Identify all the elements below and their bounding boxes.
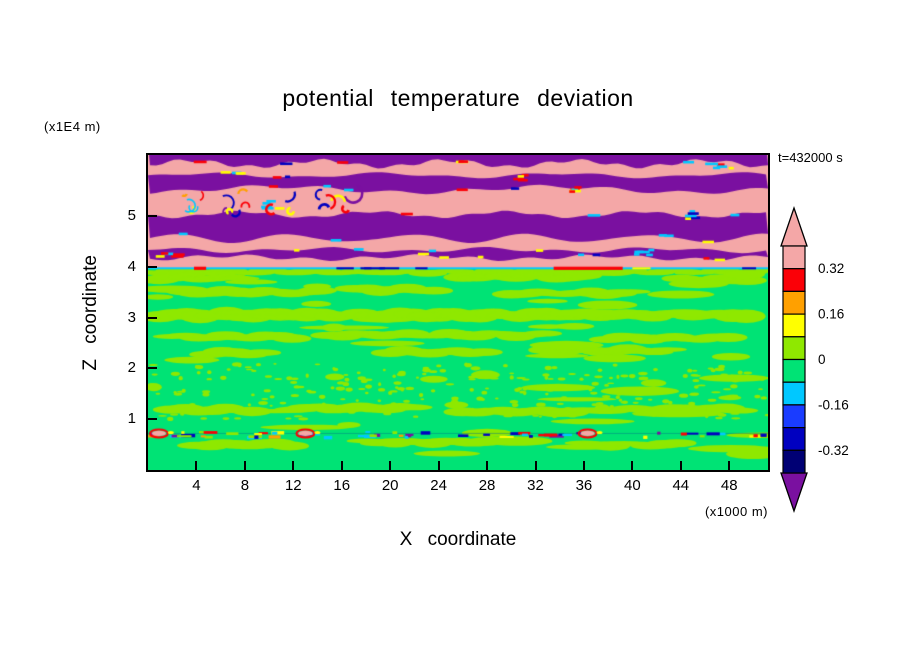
x-tick-mark (486, 461, 489, 470)
y-tick-label: 1 (127, 410, 136, 428)
colorbar-tick-label: 0.16 (818, 307, 844, 322)
colorbar-tick-label: -0.32 (818, 443, 849, 458)
colorbar-segment (782, 336, 806, 361)
y-axis-label-wrap: Z coordinate (78, 155, 104, 470)
y-tick-label: 3 (127, 308, 136, 326)
x-tick-label: 20 (381, 477, 399, 494)
x-tick-mark (195, 461, 198, 470)
x-tick-label: 40 (624, 477, 641, 494)
colorbar-segment (782, 290, 806, 315)
colorbar-segment (782, 245, 806, 270)
plot-title: potential temperature deviation (282, 85, 634, 111)
x-tick-mark (728, 461, 731, 470)
x-tick-label: 12 (284, 477, 302, 494)
y-tick-mark (148, 214, 157, 217)
x-tick-label: 32 (527, 477, 544, 494)
y-tick-mark (148, 418, 157, 421)
x-tick-label: 48 (720, 477, 738, 494)
x-tick-label: 16 (333, 477, 351, 494)
x-tick-mark (679, 461, 682, 470)
x-tick-mark (389, 461, 392, 470)
colorbar-over-arrow (780, 205, 808, 247)
colorbar-segment (782, 358, 806, 383)
x-tick-label: 36 (575, 477, 593, 494)
y-tick-label: 5 (127, 206, 136, 224)
plot-frame (146, 153, 770, 472)
x-tick-mark (534, 461, 537, 470)
x-tick-mark (292, 461, 295, 470)
colorbar-segment (782, 381, 806, 406)
x-tick-mark (243, 461, 246, 470)
y-tick-label: 4 (127, 257, 136, 275)
colorbar-under-arrow (780, 472, 808, 514)
y-axis-unit-label: (x1E4 m) (44, 119, 101, 134)
x-axis-label: X coordinate (399, 529, 517, 550)
colorbar-segment (782, 449, 806, 474)
colorbar-segment (782, 404, 806, 429)
colorbar-tick-label: 0 (818, 352, 826, 367)
colorbar: 0.32 0.16 0 -0.16 -0.32 (780, 205, 849, 514)
colorbar-segment (782, 313, 806, 338)
x-tick-label: 28 (478, 477, 496, 494)
x-tick-label: 4 (192, 477, 201, 494)
x-axis-unit-label: (x1000 m) (704, 504, 768, 519)
x-tick-mark (582, 461, 585, 470)
colorbar-tick-label: 0.32 (818, 261, 844, 276)
x-tick-label: 44 (672, 477, 690, 494)
y-axis-label: Z coordinate (80, 254, 101, 371)
x-tick-label: 24 (430, 477, 447, 494)
x-tick-label: 8 (240, 477, 250, 494)
x-tick-mark (437, 461, 440, 470)
time-annotation: t=432000 s (778, 150, 843, 165)
x-tick-mark (631, 461, 634, 470)
x-tick-mark (340, 461, 343, 470)
y-tick-label: 2 (127, 359, 136, 377)
y-tick-mark (148, 316, 157, 319)
y-tick-mark (148, 367, 157, 370)
colorbar-segment (782, 427, 806, 451)
colorbar-segment (782, 268, 806, 292)
contour-field (148, 155, 768, 470)
colorbar-tick-label: -0.16 (818, 397, 849, 412)
y-tick-mark (148, 265, 157, 268)
